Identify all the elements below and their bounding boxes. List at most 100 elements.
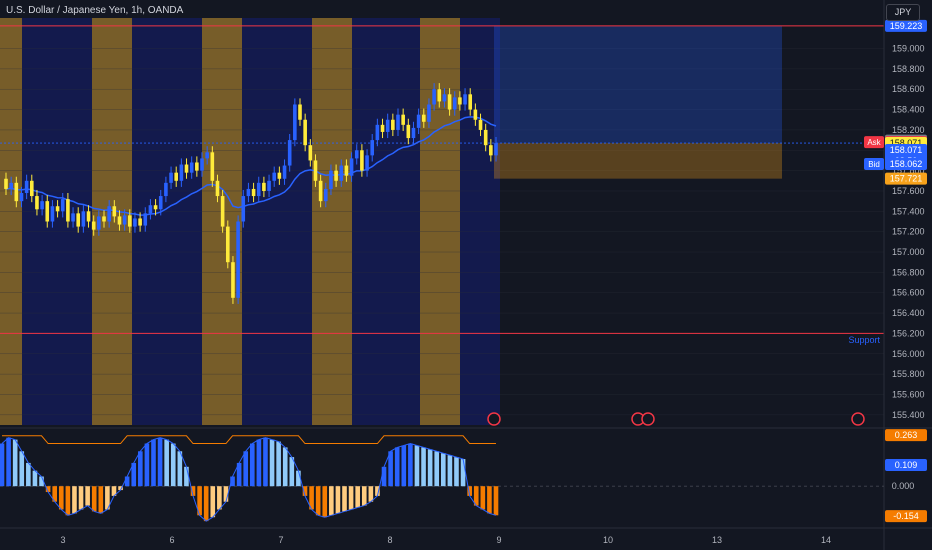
time-axis-label: 9 xyxy=(496,535,501,545)
candle-body xyxy=(385,119,390,132)
candle-body xyxy=(272,172,277,181)
candle-body xyxy=(478,119,483,130)
candle-body xyxy=(195,162,199,171)
oscillator-bar xyxy=(427,449,433,487)
candle-body xyxy=(458,97,462,105)
oscillator-bar xyxy=(32,470,38,487)
candle-body xyxy=(375,124,380,141)
oscillator-bar xyxy=(190,486,196,496)
price-tick-label: 156.000 xyxy=(892,349,925,359)
oscillator-bar xyxy=(157,437,163,487)
price-tick-label: 157.000 xyxy=(892,247,925,257)
candle-body xyxy=(447,94,452,110)
oscillator-bar xyxy=(454,457,459,487)
oscillator-bar xyxy=(144,443,150,487)
candle-body xyxy=(210,152,215,181)
oscillator-bar xyxy=(335,486,341,514)
oscillator-bar xyxy=(361,486,367,506)
oscillator-bar xyxy=(269,439,275,487)
time-axis-label: 3 xyxy=(60,535,65,545)
candle-body xyxy=(241,196,246,222)
oscillator-bar xyxy=(276,441,281,487)
session-band xyxy=(312,18,352,425)
oscillator-bar xyxy=(249,443,255,487)
oscillator-bar xyxy=(203,486,209,522)
candle-body xyxy=(339,165,344,181)
resistance-tag-text: 159.223 xyxy=(890,21,923,31)
candle-body xyxy=(86,211,91,222)
oscillator-bar xyxy=(177,451,183,487)
candle-body xyxy=(60,199,65,212)
stop-zone xyxy=(494,143,782,179)
candle-body xyxy=(231,262,235,298)
oscillator-bar xyxy=(375,486,380,496)
resistance-tag xyxy=(885,19,927,32)
oscillator-bar xyxy=(289,457,295,487)
candle-body xyxy=(174,172,179,181)
price-tick-label: 156.800 xyxy=(892,267,925,277)
oscillator-bar xyxy=(65,486,71,516)
candle-body xyxy=(354,150,359,159)
oscillator-macd-line xyxy=(1,437,497,522)
oscillator-bar xyxy=(487,486,492,514)
oscillator-bar xyxy=(329,486,334,516)
candle-body xyxy=(164,182,168,197)
candle-body xyxy=(91,221,96,230)
price-tick-label: 158.400 xyxy=(892,105,925,115)
oscillator-bar xyxy=(58,486,64,510)
candle-body xyxy=(35,196,39,210)
oscillator-bar xyxy=(434,451,440,487)
candle-body xyxy=(442,94,447,102)
oscillator-bar xyxy=(342,486,347,512)
economic-event-icon xyxy=(487,412,501,426)
time-axis-label: 13 xyxy=(712,535,722,545)
oscillator-bar xyxy=(131,462,137,487)
candle-body xyxy=(220,196,225,227)
oscillator-bar xyxy=(480,486,486,510)
oscillator-bar xyxy=(282,447,288,487)
candle-body xyxy=(29,180,34,197)
candle-body xyxy=(102,216,106,222)
stop-tag xyxy=(885,172,927,185)
oscillator-bar xyxy=(52,486,57,502)
moving-average-line xyxy=(5,116,497,216)
candle-body xyxy=(323,188,328,202)
oscillator-bar xyxy=(263,437,268,487)
session-band xyxy=(22,18,92,425)
symbol-title: U.S. Dollar / Japanese Yen, 1h, OANDA xyxy=(6,5,184,16)
time-axis-label: 7 xyxy=(278,535,283,545)
candle-body xyxy=(215,180,220,197)
oscillator-bar xyxy=(138,451,143,487)
candle-body xyxy=(391,119,395,130)
oscillator-bar xyxy=(388,451,393,487)
oscillator-bar xyxy=(230,476,235,487)
price-tick-label: 156.400 xyxy=(892,308,925,318)
oscillator-bar xyxy=(184,466,189,487)
oscillator-bar xyxy=(243,451,249,487)
oscillator-bar xyxy=(118,486,123,491)
oscillator-bar xyxy=(348,486,354,510)
oscillator-bar xyxy=(210,486,216,518)
candle-body xyxy=(421,114,426,122)
candle-body xyxy=(14,182,19,202)
ask-label-box xyxy=(864,136,884,149)
oscillator-tag-mid-text: 0.109 xyxy=(895,460,918,470)
candle-body xyxy=(396,114,400,130)
candle-body xyxy=(329,170,333,189)
candle-body xyxy=(97,216,101,230)
candle-body xyxy=(225,226,230,263)
oscillator-bar xyxy=(39,476,44,487)
price-tick-label: 157.400 xyxy=(892,206,925,216)
oscillator-bar xyxy=(421,447,426,487)
session-band xyxy=(242,18,312,425)
candle-body xyxy=(437,89,442,102)
time-axis-label: 14 xyxy=(821,535,831,545)
candle-body xyxy=(349,158,354,176)
session-band xyxy=(132,18,202,425)
currency-button[interactable]: JPY xyxy=(886,4,920,21)
oscillator-bar xyxy=(460,459,466,487)
oscillator-bar xyxy=(441,453,446,487)
bid-tag xyxy=(885,157,927,170)
countdown-price: 158.071 xyxy=(890,145,923,155)
